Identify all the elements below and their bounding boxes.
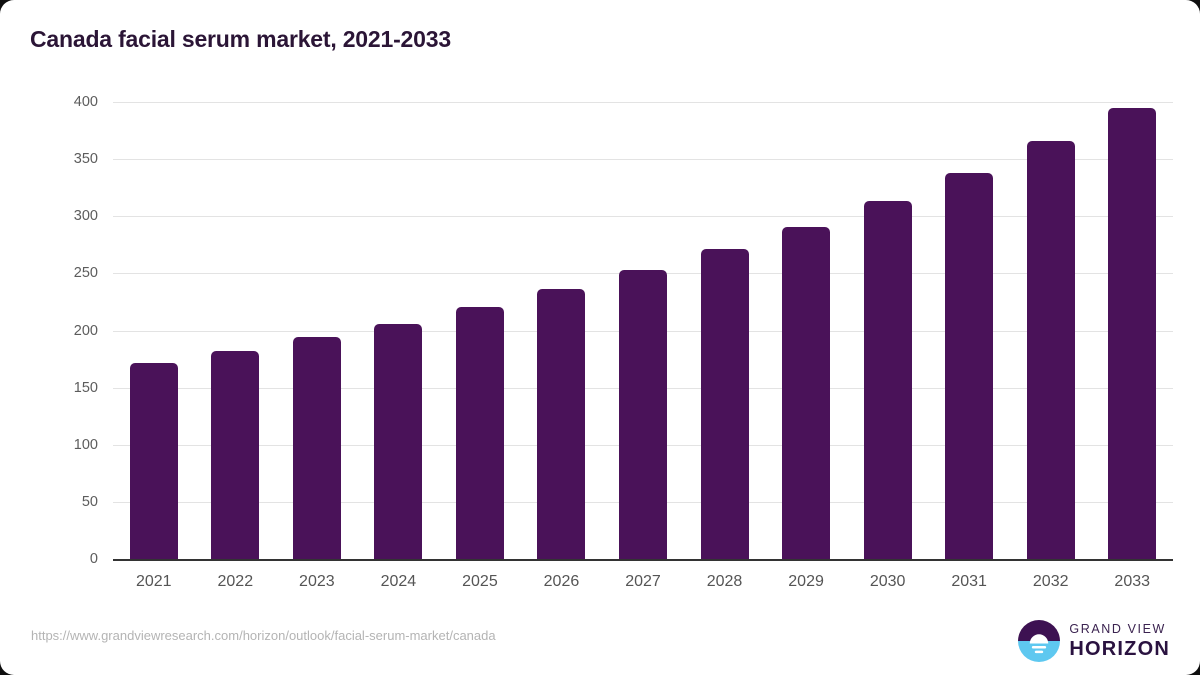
bar[interactable]	[455, 306, 504, 559]
x-axis-tick: 2028	[706, 573, 743, 590]
x-axis-tick: 2027	[625, 573, 661, 590]
gridline	[113, 102, 1173, 103]
bar[interactable]	[700, 249, 749, 559]
bar[interactable]	[1026, 140, 1075, 559]
y-axis-tick: 100	[73, 436, 98, 453]
bar[interactable]	[537, 289, 586, 559]
bar[interactable]	[129, 362, 178, 559]
logo-line-grand-view: GRAND VIEW	[1069, 621, 1166, 636]
gridline	[113, 216, 1173, 218]
x-axis-tick: 2022	[217, 573, 254, 590]
y-axis-tick: 400	[73, 94, 98, 110]
x-axis-tick: 2032	[1032, 573, 1069, 590]
horizon-mark-icon	[1018, 620, 1061, 662]
y-axis-tick: 250	[73, 265, 98, 282]
x-axis-tick: 2024	[380, 573, 417, 590]
y-axis-tick: 50	[81, 493, 98, 510]
gridline	[113, 159, 1173, 161]
bar[interactable]	[1108, 107, 1157, 559]
x-axis-tick: 2030	[869, 573, 906, 590]
source-url[interactable]: https://www.grandviewresearch.com/horizo…	[31, 628, 496, 643]
x-axis-tick: 2023	[299, 573, 335, 590]
grand-view-horizon-logo[interactable]: GRAND VIEW HORIZON	[1018, 620, 1170, 662]
bar[interactable]	[292, 337, 341, 559]
bar[interactable]	[863, 201, 912, 559]
x-axis-tick: 2029	[788, 573, 824, 590]
x-axis-tick: 2031	[951, 573, 987, 590]
plot-area	[113, 102, 1173, 559]
y-axis-tick: 0	[89, 551, 98, 567]
page-title: Canada facial serum market, 2021-2033	[30, 26, 451, 52]
bar[interactable]	[945, 172, 994, 559]
x-axis-tick: 2026	[543, 573, 580, 590]
logo-wordmark: GRAND VIEW HORIZON	[1069, 623, 1170, 660]
x-axis-tick: 2025	[462, 573, 498, 590]
bar[interactable]	[619, 269, 667, 559]
bar[interactable]	[782, 226, 831, 559]
y-axis-tick: 150	[73, 379, 98, 396]
x-axis-line	[113, 559, 1173, 561]
y-axis-tick: 300	[73, 208, 98, 225]
y-axis-tick: 200	[73, 322, 98, 339]
bar[interactable]	[374, 323, 423, 559]
x-axis-tick: 2021	[135, 573, 172, 590]
bar[interactable]	[211, 351, 260, 559]
logo-line-horizon: HORIZON	[1069, 638, 1170, 661]
y-axis-tick: 350	[73, 151, 98, 168]
x-axis-tick: 2033	[1114, 573, 1151, 590]
